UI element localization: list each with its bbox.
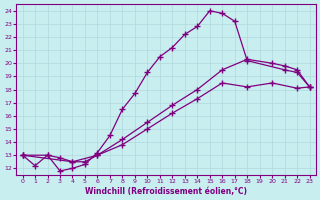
X-axis label: Windchill (Refroidissement éolien,°C): Windchill (Refroidissement éolien,°C) [85,187,247,196]
